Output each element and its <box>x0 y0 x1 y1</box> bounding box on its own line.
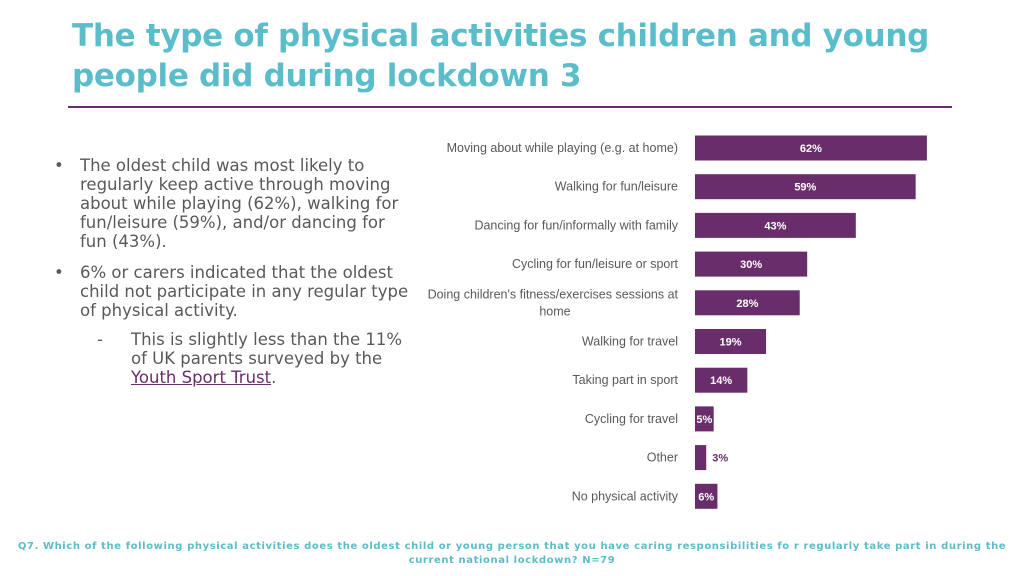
bar <box>695 445 707 471</box>
category-label: Taking part in sport <box>572 373 678 387</box>
bar <box>695 329 767 354</box>
bar <box>695 174 916 200</box>
bullet-item: • 6% or carers indicated that the oldest… <box>52 263 412 387</box>
sub-bullet-item: - This is slightly less than the 11% of … <box>80 330 412 387</box>
page-title: The type of physical activities children… <box>72 18 930 94</box>
data-label: 30% <box>740 259 762 271</box>
bar <box>695 406 714 432</box>
survey-question-footnote: Q7. Which of the following physical acti… <box>17 541 1007 566</box>
sub-bullet-dash: - <box>97 330 103 349</box>
bar <box>695 212 856 238</box>
category-label: Walking for fun/leisure <box>555 180 678 194</box>
category-label: Doing children's fitness/exercises sessi… <box>428 287 679 318</box>
data-label: 14% <box>710 375 732 387</box>
bar <box>695 135 927 161</box>
bullet-dot: • <box>54 156 64 175</box>
bullet-item: • The oldest child was most likely to re… <box>52 156 412 251</box>
data-label: 43% <box>764 220 786 232</box>
data-label: 28% <box>736 298 758 310</box>
sub-bullet-end: . <box>271 368 277 387</box>
data-label: 62% <box>800 143 822 155</box>
data-label: 3% <box>712 453 728 465</box>
category-label: No physical activity <box>572 489 679 503</box>
category-label: Dancing for fun/informally with family <box>474 218 678 232</box>
data-label: 59% <box>794 182 816 194</box>
bar <box>695 251 808 277</box>
category-label: Moving about while playing (e.g. at home… <box>447 141 678 155</box>
category-label: Cycling for fun/leisure or sport <box>512 257 679 271</box>
sub-bullet-text: This is slightly less than the 11% of UK… <box>131 330 403 368</box>
category-label: Walking for travel <box>582 335 678 349</box>
category-label: Other <box>647 451 678 465</box>
bar <box>695 367 748 393</box>
data-label: 6% <box>698 491 714 503</box>
bullet-dot: • <box>54 263 64 282</box>
data-label: 5% <box>696 414 712 426</box>
bullet-text: 6% or carers indicated that the oldest c… <box>80 263 409 320</box>
category-label: Cycling for travel <box>585 412 678 426</box>
title-divider <box>68 106 952 108</box>
youth-sport-trust-link[interactable]: Youth Sport Trust <box>131 368 272 387</box>
bar <box>695 483 718 509</box>
bar <box>695 290 800 316</box>
bullet-text: The oldest child was most likely to regu… <box>80 156 399 251</box>
data-label: 19% <box>720 337 742 349</box>
bullet-list: • The oldest child was most likely to re… <box>52 156 412 399</box>
